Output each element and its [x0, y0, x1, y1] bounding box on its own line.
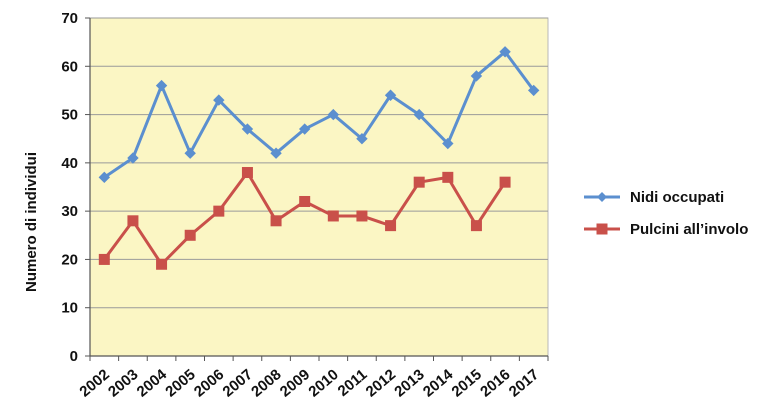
legend-label: Nidi occupati	[630, 189, 724, 206]
y-tick-label: 10	[61, 300, 78, 317]
x-tick-label: 2002	[76, 366, 112, 400]
data-point	[298, 123, 311, 135]
x-tick-label: 2005	[162, 366, 198, 400]
data-point	[356, 133, 368, 145]
y-axis-label: Numero di individui	[23, 152, 40, 292]
legend-label: Pulcini all’involo	[630, 221, 748, 238]
x-tick-label: 2013	[391, 366, 427, 400]
x-tick-label: 2007	[220, 366, 256, 400]
x-tick-label: 2009	[277, 366, 313, 400]
x-tick-label: 2017	[506, 366, 542, 400]
data-point	[384, 89, 397, 101]
y-tick-label: 20	[61, 251, 78, 268]
data-point	[127, 152, 139, 164]
data-point	[270, 147, 282, 159]
y-tick-label: 60	[61, 58, 78, 75]
y-tick-label: 70	[61, 10, 78, 27]
x-tick-label: 2014	[420, 366, 457, 401]
x-tick-label: 2012	[363, 366, 399, 400]
legend-marker	[596, 223, 608, 235]
y-tick-label: 30	[61, 203, 78, 220]
series-nidi-occupati	[98, 46, 540, 184]
series-pulcini-all-involo	[98, 167, 511, 270]
data-point	[241, 167, 253, 179]
data-point	[356, 210, 368, 222]
data-point	[499, 46, 511, 58]
data-point	[184, 147, 196, 159]
x-tick-label: 2003	[105, 366, 141, 400]
data-point	[527, 84, 540, 97]
data-point	[499, 176, 511, 188]
data-point	[385, 220, 397, 232]
legend-item: Pulcini all’involo	[584, 221, 748, 238]
data-point	[155, 79, 168, 92]
data-point	[98, 171, 111, 184]
data-point	[270, 215, 282, 227]
x-tick-label: 2006	[191, 366, 227, 400]
series-line	[103, 50, 535, 179]
data-point	[413, 176, 425, 188]
data-point	[127, 215, 139, 227]
data-point	[98, 253, 110, 265]
data-point	[470, 220, 482, 232]
x-tick-label: 2004	[134, 366, 171, 401]
data-point	[299, 195, 311, 207]
y-tick-label: 40	[61, 155, 78, 172]
legend-item: Nidi occupati	[584, 189, 724, 206]
x-tick-label: 2010	[305, 366, 341, 400]
data-point	[470, 70, 483, 82]
data-point	[241, 123, 254, 135]
data-point	[213, 205, 225, 217]
data-point	[327, 210, 339, 222]
data-point	[413, 108, 425, 121]
data-point	[184, 229, 196, 241]
data-point	[327, 108, 340, 121]
x-tick-label: 2008	[248, 366, 284, 400]
data-point	[213, 94, 225, 106]
y-tick-label: 0	[70, 348, 78, 365]
data-point	[156, 258, 168, 270]
x-tick-label: 2015	[449, 366, 485, 400]
plot-area	[89, 17, 549, 357]
y-tick-label: 50	[61, 107, 78, 124]
legend-marker	[597, 192, 607, 202]
data-point	[442, 137, 454, 150]
data-point	[442, 171, 454, 183]
x-tick-label: 2016	[477, 366, 513, 400]
x-tick-label: 2011	[335, 366, 371, 400]
